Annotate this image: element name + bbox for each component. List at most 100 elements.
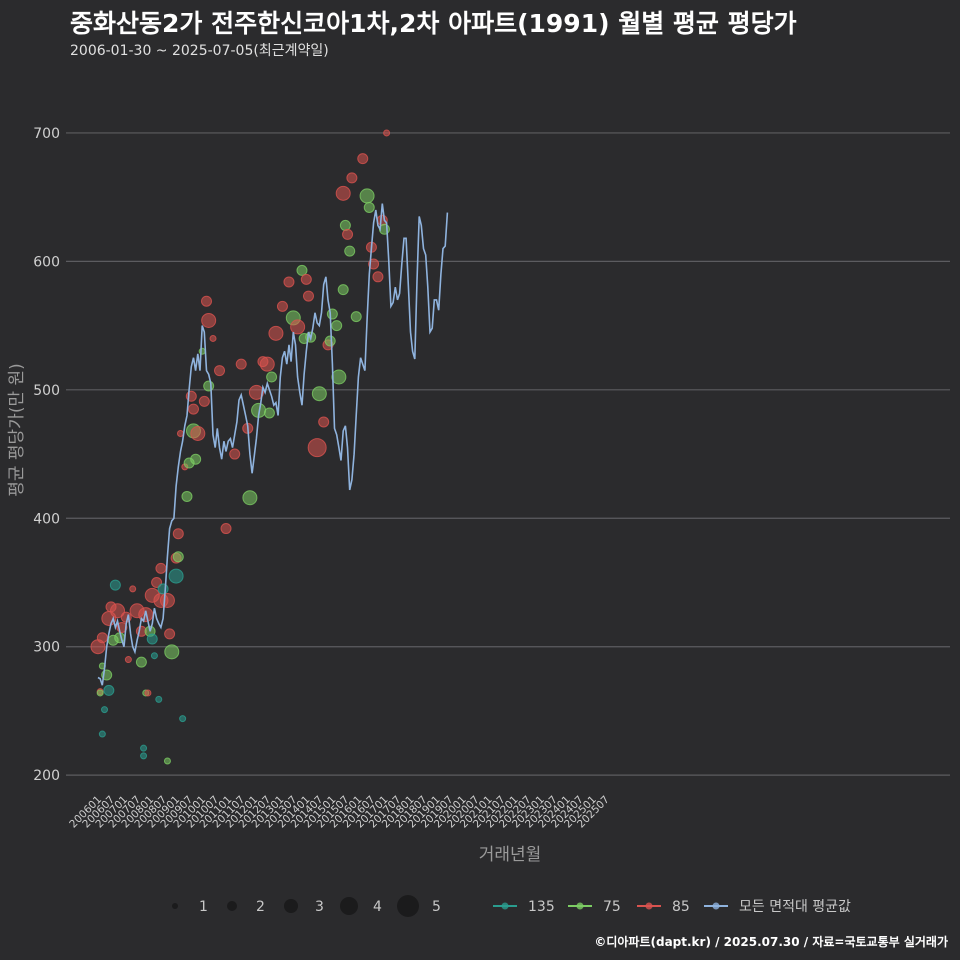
legend-series-label: 모든 면적대 평균값: [739, 899, 851, 915]
data-point: [140, 744, 148, 752]
data-point: [164, 644, 180, 660]
data-point: [242, 490, 258, 506]
data-point: [176, 430, 184, 438]
y-axis-ticks: 200 300 400 500 600 700: [33, 126, 60, 784]
data-point: [201, 295, 212, 307]
data-point: [372, 271, 384, 283]
legend-size-marker: [227, 901, 237, 911]
data-point: [190, 453, 202, 465]
data-point: [363, 201, 375, 213]
x-axis-label: 거래년월: [479, 845, 542, 865]
legend-size-label: 3: [315, 899, 324, 915]
data-point: [110, 603, 126, 619]
y-tick-label: 700: [33, 126, 60, 142]
data-point: [179, 715, 187, 723]
data-point: [229, 448, 241, 460]
data-point: [146, 633, 158, 645]
legend-point-key: [645, 902, 653, 910]
data-point: [318, 416, 330, 428]
legend-size-marker: [284, 899, 298, 913]
data-point: [331, 369, 347, 385]
data-point: [157, 583, 169, 595]
data-point: [140, 752, 148, 760]
legend-point-key: [576, 902, 584, 910]
y-tick-label: 600: [33, 254, 60, 270]
data-point: [335, 185, 351, 201]
data-point: [203, 380, 215, 392]
data-point: [198, 395, 210, 407]
data-point: [101, 706, 109, 714]
legend-size-label: 5: [432, 899, 441, 915]
legend-size-label: 4: [373, 899, 382, 915]
data-point: [103, 684, 115, 696]
legend-series-label: 75: [603, 899, 621, 915]
y-axis-label: 평균 평당가(만 원): [7, 363, 27, 497]
data-point: [201, 312, 217, 328]
legend-size-label: 2: [256, 899, 265, 915]
data-point: [383, 129, 391, 137]
data-point: [129, 585, 137, 593]
grid-lines: [66, 132, 950, 776]
data-point: [159, 592, 175, 608]
data-point: [144, 689, 152, 697]
data-point: [163, 757, 171, 765]
legend-size-marker: [397, 895, 419, 917]
data-point: [331, 320, 343, 332]
data-point: [109, 579, 121, 591]
data-point: [190, 426, 206, 442]
data-point: [248, 384, 264, 400]
legend-point-key: [712, 902, 720, 910]
data-point: [344, 245, 356, 257]
data-point: [259, 356, 275, 372]
data-point: [307, 438, 327, 458]
data-point: [266, 371, 278, 383]
scatter-points: [90, 129, 391, 765]
legend-point-key: [501, 902, 509, 910]
data-point: [168, 568, 184, 584]
legend-size-marker: [172, 903, 178, 909]
data-point: [155, 562, 167, 574]
data-point: [96, 689, 104, 697]
data-point: [342, 228, 354, 240]
chart-subtitle: 2006-01-30 ~ 2025-07-05(최근계약일): [70, 43, 329, 59]
y-tick-label: 200: [33, 768, 60, 784]
data-point: [290, 319, 306, 335]
data-point: [220, 523, 232, 535]
data-point: [187, 403, 199, 415]
data-point: [263, 407, 275, 419]
data-point: [151, 576, 163, 588]
x-axis-ticks: 2006012006072007012007072008012008072009…: [67, 794, 612, 831]
data-point: [155, 695, 163, 703]
data-point: [172, 551, 184, 563]
data-point: [311, 386, 327, 402]
data-point: [357, 153, 369, 165]
data-point: [268, 325, 284, 341]
data-point: [124, 656, 132, 664]
data-point: [302, 290, 314, 302]
data-point: [96, 632, 108, 644]
data-point: [235, 358, 247, 370]
legend-size-label: 1: [199, 899, 208, 915]
y-tick-label: 300: [33, 640, 60, 656]
legend-size-marker: [340, 897, 358, 915]
data-point: [359, 188, 375, 204]
credit-text: ©디아파트(dapt.kr) / 2025.07.30 / 자료=국토교통부 실…: [594, 935, 948, 949]
legend-series-label: 85: [672, 899, 690, 915]
legend: 1 2 3 4 5 135 75 85 모든 면적대 평균값: [172, 895, 851, 917]
data-point: [164, 628, 176, 640]
data-point: [376, 214, 388, 226]
chart-title: 중화산동2가 전주한신코아1차,2차 아파트(1991) 월별 평균 평당가: [70, 9, 797, 38]
data-point: [181, 490, 193, 502]
data-point: [135, 656, 147, 668]
data-point: [150, 652, 158, 660]
data-point: [172, 528, 184, 540]
y-tick-label: 400: [33, 511, 60, 527]
data-point: [276, 300, 288, 312]
data-point: [326, 308, 338, 320]
data-point: [346, 172, 358, 184]
data-point: [300, 273, 312, 285]
y-tick-label: 500: [33, 383, 60, 399]
data-point: [283, 276, 295, 288]
legend-series-label: 135: [528, 899, 555, 915]
